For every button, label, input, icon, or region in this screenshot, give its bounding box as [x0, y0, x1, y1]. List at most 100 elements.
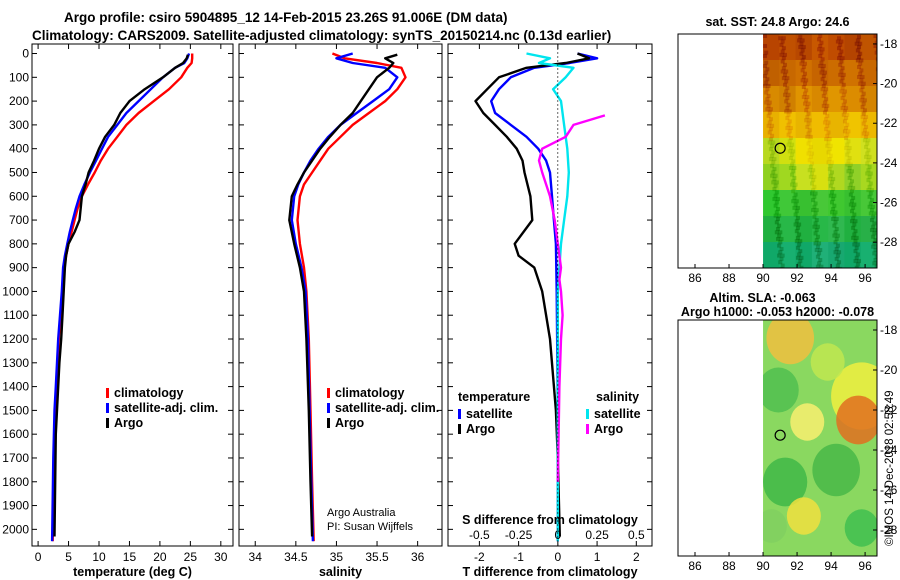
sst-map-texture-pixel: [785, 116, 790, 121]
sst-map-texture-pixel: [835, 233, 840, 238]
salinity-panel: 34 34.5 35 35.5 36 salinity climatologysatelli…: [238, 43, 443, 579]
sst-map-texture-pixel: [861, 121, 866, 126]
sst-map-texture-pixel: [839, 79, 844, 84]
sst-map-xtick-label: 90: [756, 271, 770, 285]
sst-map-texture-pixel: [778, 230, 783, 235]
sst-map-texture-pixel: [770, 123, 775, 128]
sst-map-texture-pixel: [798, 45, 803, 50]
sst-map-texture-pixel: [770, 163, 775, 168]
salinity-xlabel: salinity: [319, 565, 362, 579]
sst-map-texture-pixel: [851, 235, 856, 240]
sst-map-texture-pixel: [763, 63, 768, 68]
sst-map-texture-pixel: [827, 137, 832, 142]
sst-map-texture-pixel: [783, 72, 788, 77]
sst-map-texture-pixel: [805, 114, 810, 119]
sst-map-texture-pixel: [773, 173, 778, 178]
sst-map-texture-pixel: [847, 155, 852, 160]
sla-map-xtick-label: 90: [756, 559, 770, 573]
sst-map-texture-pixel: [779, 52, 784, 57]
salinity-credit-line2: PI: Susan Wijffels: [327, 521, 413, 533]
sst-map-texture-pixel: [786, 122, 791, 127]
sst-map-texture-pixel: [799, 51, 804, 56]
temperature-panel: 0 5 10 15 20 25 300100200300400500600700800900…: [2, 43, 234, 579]
sst-map-texture-pixel: [787, 109, 792, 114]
sst-map-texture-pixel: [824, 97, 829, 102]
temperature-xtick-label: 10: [92, 550, 106, 564]
sst-map-texture-pixel: [817, 261, 822, 266]
sst-map-texture-pixel: [833, 210, 838, 215]
sst-map-texture-pixel: [839, 49, 844, 54]
sst-map-texture-pixel: [794, 219, 799, 224]
difference-x2tick-label: -0.5: [469, 528, 490, 542]
sst-map-texture-pixel: [834, 266, 839, 268]
sst-map-texture-pixel: [808, 164, 813, 169]
sst-map-texture-pixel: [798, 239, 803, 244]
sst-map-texture-pixel: [858, 81, 863, 86]
sst-map-texture-pixel: [846, 159, 851, 164]
sst-map-cell: [811, 138, 829, 165]
sst-map-texture-pixel: [805, 104, 810, 109]
sst-map-texture-pixel: [849, 169, 854, 174]
sst-map-texture-pixel: [865, 141, 870, 146]
sst-map-texture-pixel: [775, 216, 780, 221]
imos-credit: ©IMOS 14-Dec-2018 02:58:49: [884, 390, 896, 546]
sst-map-texture-pixel: [871, 224, 876, 229]
sst-map-texture-pixel: [764, 50, 769, 55]
sst-map-texture-pixel: [777, 223, 782, 228]
sst-map-texture-pixel: [841, 102, 846, 107]
sst-map-texture-pixel: [848, 202, 853, 207]
sst-map-texture-pixel: [764, 100, 769, 105]
sst-map-texture-pixel: [869, 228, 874, 233]
sst-map-texture-pixel: [787, 149, 792, 154]
sst-map-texture-pixel: [864, 114, 869, 119]
sla-map-anomaly-blob: [786, 497, 821, 535]
sst-map-texture-pixel: [857, 55, 862, 60]
sst-map-texture-pixel: [780, 49, 785, 54]
difference-xtick-label: 0: [555, 550, 562, 564]
sst-map-texture-pixel: [849, 179, 854, 184]
sst-map-texture-pixel: [770, 133, 775, 138]
temperature-legend-label: satellite-adj. clim.: [114, 401, 218, 415]
sst-map-texture-pixel: [865, 161, 870, 166]
difference-legend-label: satellite: [594, 407, 641, 421]
temperature-xtick-label: 15: [123, 550, 137, 564]
sst-map-texture-pixel: [821, 63, 826, 68]
sst-map-texture-pixel: [824, 137, 829, 142]
sst-map-texture-pixel: [764, 80, 769, 85]
sst-map-texture-pixel: [767, 110, 772, 115]
difference-frame: [447, 43, 653, 547]
sst-map-texture-pixel: [821, 73, 826, 78]
sst-map-texture-pixel: [855, 242, 860, 247]
sst-map-xtick-label: 86: [688, 271, 702, 285]
sst-map-cell: [779, 242, 797, 268]
difference-series-t-argo: [474, 52, 591, 537]
sst-map-texture-pixel: [818, 258, 823, 263]
sst-map-texture-pixel: [767, 130, 772, 135]
sst-map-texture-pixel: [830, 210, 835, 215]
sst-map-texture-pixel: [874, 40, 877, 45]
sst-map-texture-pixel: [872, 261, 877, 266]
sst-map-texture-pixel: [812, 184, 817, 189]
sla-map-anomaly-blob: [844, 509, 877, 547]
sst-map-texture-pixel: [854, 255, 859, 260]
sst-map-texture-pixel: [800, 78, 805, 83]
sst-map-texture-pixel: [855, 48, 860, 53]
figure-title-line1: Argo profile: csiro 5904895_12 14-Feb-20…: [64, 10, 508, 25]
sst-map-texture-pixel: [845, 122, 850, 127]
sst-map-texture-pixel: [768, 157, 773, 162]
sla-map-anomaly-blob: [790, 403, 825, 441]
sst-map-texture-pixel: [857, 75, 862, 80]
sst-map-texture-pixel: [793, 222, 798, 227]
sst-map-texture-pixel: [812, 174, 817, 179]
sst-map-texture-pixel: [851, 195, 856, 200]
sst-map-texture-pixel: [771, 180, 776, 185]
sst-map-texture-pixel: [848, 162, 853, 167]
sst-map-texture-pixel: [797, 262, 802, 267]
sst-map-texture-pixel: [841, 92, 846, 97]
temperature-ytick-label: 1600: [2, 427, 29, 441]
sst-map-texture-pixel: [771, 150, 776, 155]
sst-map-texture-pixel: [817, 251, 822, 256]
footer: ©IMOS 14-Dec-2018 02:58:49: [884, 390, 896, 546]
temperature-ytick-label: 400: [9, 142, 29, 156]
sst-map-texture-pixel: [804, 78, 809, 83]
